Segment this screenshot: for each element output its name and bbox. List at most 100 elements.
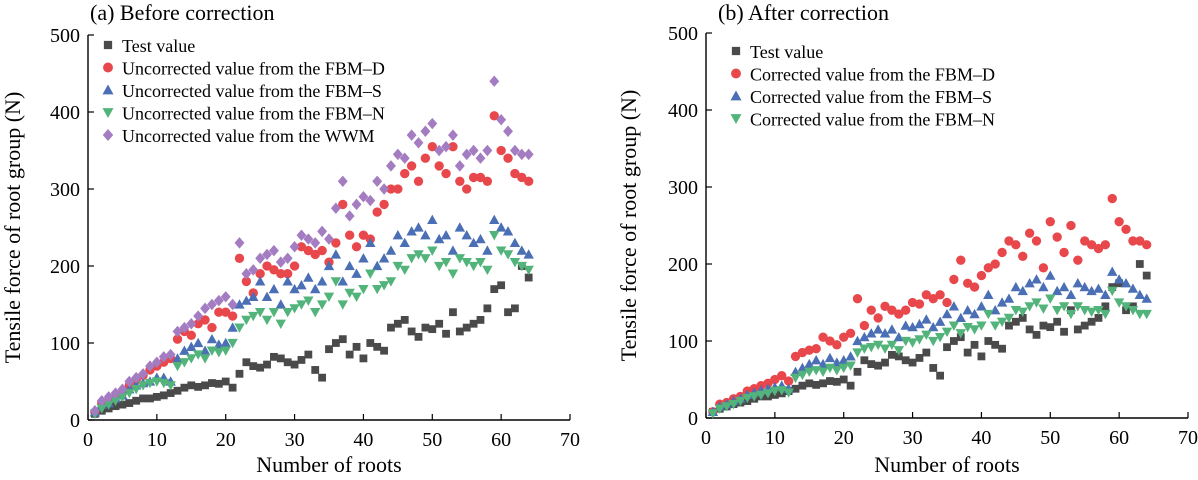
- data-point: [797, 362, 808, 373]
- data-point: [220, 291, 231, 303]
- x-tick-label: 30: [285, 429, 305, 451]
- data-point: [817, 367, 829, 377]
- data-point: [495, 222, 507, 232]
- data-point: [310, 308, 321, 318]
- data-point: [956, 255, 966, 265]
- legend-label: Uncorrected value from the FBM–D: [122, 59, 385, 79]
- data-point: [819, 379, 827, 388]
- data-point: [227, 338, 238, 349]
- data-point: [131, 371, 142, 384]
- data-point: [1017, 285, 1028, 296]
- data-point: [234, 323, 245, 333]
- data-point: [454, 222, 466, 232]
- series-2-points: [89, 214, 534, 417]
- data-point: [290, 360, 299, 369]
- data-point: [330, 202, 341, 214]
- data-point: [282, 252, 293, 265]
- series-0-points: [708, 260, 1151, 416]
- data-point: [495, 246, 507, 256]
- legend-label: Corrected value from the FBM–D: [750, 65, 995, 85]
- data-point: [475, 152, 486, 164]
- data-point: [255, 252, 266, 265]
- legend-label: Corrected value from the FBM–N: [750, 110, 995, 130]
- data-point: [893, 331, 904, 342]
- data-point: [393, 184, 403, 194]
- data-point: [448, 129, 458, 141]
- data-point: [936, 371, 945, 380]
- data-point: [399, 265, 410, 276]
- data-point: [428, 325, 437, 334]
- data-point: [1038, 304, 1049, 314]
- data-point: [1011, 317, 1020, 326]
- data-point: [325, 345, 333, 354]
- data-point: [449, 308, 457, 317]
- data-point: [509, 237, 521, 248]
- data-point: [337, 175, 348, 188]
- data-point: [338, 335, 347, 344]
- data-point: [948, 301, 960, 311]
- data-point: [235, 369, 244, 378]
- data-point: [256, 363, 265, 372]
- data-point: [365, 194, 376, 207]
- data-point: [89, 405, 100, 417]
- data-point: [1045, 270, 1056, 280]
- data-point: [1120, 302, 1132, 312]
- data-point: [831, 366, 843, 376]
- data-point: [344, 230, 355, 240]
- data-point: [297, 356, 306, 364]
- data-point: [770, 374, 780, 385]
- legend-label: Uncorrected value from the FBM–S: [122, 81, 382, 101]
- data-point: [852, 348, 863, 358]
- data-point: [482, 245, 493, 255]
- data-point: [714, 404, 725, 414]
- data-point: [1018, 251, 1028, 261]
- data-point: [469, 319, 478, 328]
- data-point: [358, 190, 369, 203]
- data-point: [96, 404, 107, 414]
- data-point: [323, 260, 335, 271]
- data-point: [503, 125, 513, 137]
- data-point: [838, 363, 849, 374]
- data-point: [420, 254, 431, 264]
- data-point: [1142, 240, 1152, 250]
- data-point: [1045, 216, 1055, 227]
- y-tick-label: 400: [668, 100, 698, 122]
- legend-marker: [731, 68, 741, 79]
- data-point: [311, 366, 320, 374]
- data-point: [221, 377, 230, 386]
- data-point: [227, 311, 238, 321]
- data-point: [921, 290, 932, 300]
- data-point: [1004, 236, 1014, 246]
- data-point: [1025, 325, 1034, 334]
- data-point: [1107, 266, 1118, 276]
- data-point: [1120, 278, 1132, 288]
- data-point: [1038, 281, 1049, 292]
- data-point: [283, 358, 292, 367]
- data-point: [310, 283, 321, 294]
- data-point: [886, 340, 898, 351]
- data-point: [400, 316, 409, 324]
- data-point: [523, 249, 534, 259]
- data-point: [1024, 228, 1035, 238]
- data-point: [316, 276, 328, 286]
- data-point: [414, 332, 423, 341]
- y-tick-label: 200: [50, 256, 80, 278]
- legend-marker: [730, 90, 742, 101]
- data-point: [1051, 285, 1063, 296]
- data-point: [234, 253, 245, 263]
- data-point: [406, 254, 417, 264]
- data-point: [1060, 327, 1068, 336]
- data-point: [268, 244, 279, 257]
- data-point: [873, 313, 883, 323]
- data-point: [489, 75, 500, 87]
- data-point: [386, 160, 396, 172]
- series-3-points: [89, 231, 534, 420]
- data-point: [159, 391, 168, 400]
- data-point: [144, 378, 156, 389]
- data-point: [832, 377, 841, 386]
- data-point: [962, 278, 973, 288]
- data-point: [1024, 278, 1035, 288]
- data-point: [386, 184, 396, 194]
- data-point: [447, 269, 459, 279]
- data-point: [970, 340, 979, 349]
